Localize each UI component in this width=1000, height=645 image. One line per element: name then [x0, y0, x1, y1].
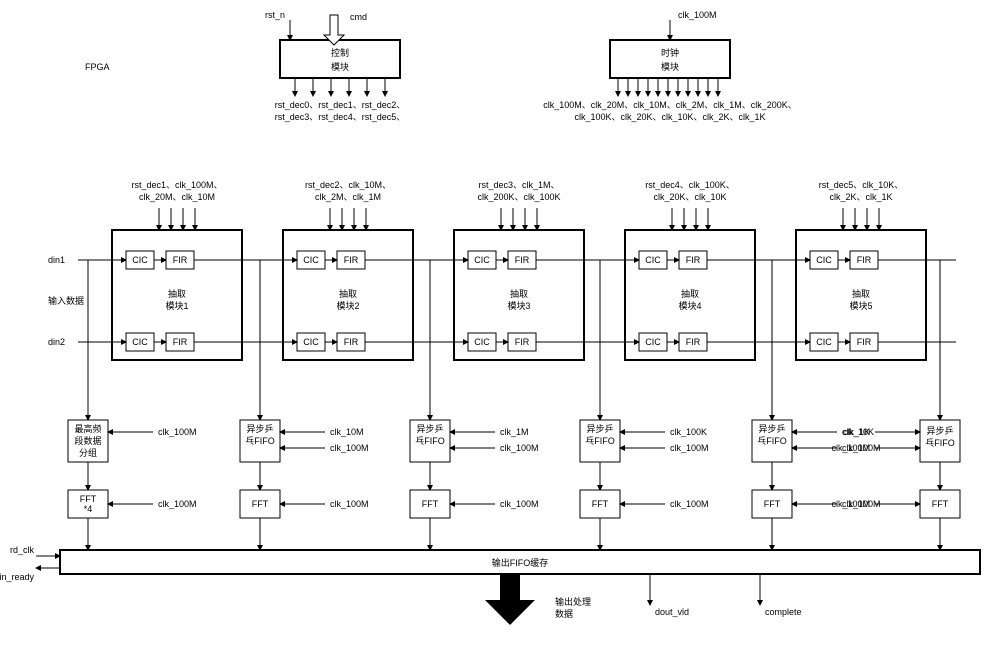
svg-text:clk_100M: clk_100M	[670, 499, 709, 509]
svg-text:CIC: CIC	[645, 337, 661, 347]
svg-text:抽取: 抽取	[168, 288, 186, 299]
svg-text:输入数据: 输入数据	[48, 295, 84, 306]
svg-text:clk_20M、clk_10M: clk_20M、clk_10M	[139, 192, 215, 202]
svg-text:CIC: CIC	[816, 255, 832, 265]
diagram: FPGA 控制模块 rst_n cmd rst_dec0、rst_dec1、rst_de…	[0, 0, 1000, 645]
svg-text:rst_dec0、rst_dec1、rst_dec2、: rst_dec0、rst_dec1、rst_dec2、	[275, 100, 406, 110]
svg-text:rst_dec4、clk_100K、: rst_dec4、clk_100K、	[645, 180, 735, 190]
svg-text:clk_100M: clk_100M	[831, 443, 870, 453]
svg-text:rst_dec5、clk_10K、: rst_dec5、clk_10K、	[819, 180, 904, 190]
svg-text:dout_vld: dout_vld	[655, 607, 689, 617]
svg-text:clk_10M: clk_10M	[330, 427, 364, 437]
svg-text:抽取: 抽取	[510, 288, 528, 299]
svg-text:rst_n: rst_n	[265, 10, 285, 20]
svg-text:din_ready: din_ready	[0, 572, 34, 582]
svg-text:clk_100M、clk_20M、clk_10M、clk_2: clk_100M、clk_20M、clk_10M、clk_2M、clk_1M、c…	[543, 100, 797, 110]
svg-text:cmd: cmd	[350, 12, 367, 22]
svg-text:乓FIFO: 乓FIFO	[415, 435, 445, 446]
svg-text:FFT: FFT	[932, 499, 949, 509]
svg-text:FIR: FIR	[515, 337, 530, 347]
svg-text:rst_dec2、clk_10M、: rst_dec2、clk_10M、	[305, 180, 391, 190]
svg-text:乓FIFO: 乓FIFO	[245, 435, 275, 446]
svg-text:clk_20K、clk_10K: clk_20K、clk_10K	[653, 192, 726, 202]
svg-text:FIR: FIR	[173, 255, 188, 265]
svg-text:CIC: CIC	[303, 255, 319, 265]
svg-text:CIC: CIC	[132, 337, 148, 347]
svg-text:clk_100M: clk_100M	[500, 499, 539, 509]
svg-text:模块1: 模块1	[165, 300, 188, 311]
svg-text:FIR: FIR	[857, 337, 872, 347]
svg-text:控制: 控制	[331, 47, 349, 58]
svg-text:抽取: 抽取	[852, 288, 870, 299]
svg-text:抽取: 抽取	[339, 288, 357, 299]
svg-text:异步乒: 异步乒	[246, 423, 273, 434]
svg-text:FPGA: FPGA	[85, 62, 110, 72]
svg-text:clk_100M: clk_100M	[330, 499, 369, 509]
svg-text:clk_100M: clk_100M	[330, 443, 369, 453]
svg-text:FIR: FIR	[173, 337, 188, 347]
svg-text:最高频: 最高频	[74, 423, 101, 434]
svg-text:FFT: FFT	[592, 499, 609, 509]
svg-text:CIC: CIC	[303, 337, 319, 347]
svg-text:FFT: FFT	[252, 499, 269, 509]
svg-text:din1: din1	[48, 255, 65, 265]
svg-text:分组: 分组	[79, 447, 97, 458]
svg-text:FIR: FIR	[344, 255, 359, 265]
svg-text:FFT: FFT	[422, 499, 439, 509]
svg-text:clk_100M: clk_100M	[670, 443, 709, 453]
svg-text:clk_1M: clk_1M	[500, 427, 529, 437]
svg-text:模块2: 模块2	[336, 300, 359, 311]
svg-text:数据: 数据	[555, 608, 573, 619]
svg-text:模块5: 模块5	[849, 300, 872, 311]
svg-text:clk_100K: clk_100K	[670, 427, 707, 437]
svg-text:FIR: FIR	[515, 255, 530, 265]
svg-text:rd_clk: rd_clk	[10, 545, 35, 555]
svg-text:乓FIFO: 乓FIFO	[757, 435, 787, 446]
svg-text:FFT: FFT	[764, 499, 781, 509]
svg-text:rst_dec1、clk_100M、: rst_dec1、clk_100M、	[131, 180, 222, 190]
svg-text:clk_2K、clk_1K: clk_2K、clk_1K	[829, 192, 892, 202]
svg-text:模块: 模块	[661, 61, 679, 72]
svg-text:输出处理: 输出处理	[555, 596, 591, 607]
svg-text:乓FIFO: 乓FIFO	[585, 435, 615, 446]
svg-text:乓FIFO: 乓FIFO	[925, 437, 955, 448]
svg-text:rst_dec3、rst_dec4、rst_dec5、: rst_dec3、rst_dec4、rst_dec5、	[275, 112, 406, 122]
svg-text:异步乒: 异步乒	[926, 425, 953, 436]
svg-text:clk_100M: clk_100M	[678, 10, 717, 20]
svg-text:din2: din2	[48, 337, 65, 347]
svg-text:rst_dec3、clk_1M、: rst_dec3、clk_1M、	[478, 180, 559, 190]
svg-text:抽取: 抽取	[681, 288, 699, 299]
svg-text:*4: *4	[84, 504, 93, 514]
svg-text:clk_100M: clk_100M	[158, 499, 197, 509]
svg-text:时钟: 时钟	[661, 47, 679, 58]
svg-text:模块3: 模块3	[507, 300, 530, 311]
svg-text:clk_1K: clk_1K	[843, 427, 870, 437]
svg-text:clk_100M: clk_100M	[158, 427, 197, 437]
svg-text:段数据: 段数据	[74, 435, 101, 446]
svg-text:CIC: CIC	[816, 337, 832, 347]
svg-text:异步乒: 异步乒	[416, 423, 443, 434]
svg-text:FFT: FFT	[80, 494, 97, 504]
svg-text:clk_100M: clk_100M	[500, 443, 539, 453]
svg-text:FIR: FIR	[686, 255, 701, 265]
svg-text:clk_100M: clk_100M	[831, 499, 870, 509]
svg-text:CIC: CIC	[474, 255, 490, 265]
svg-text:clk_100K、clk_20K、clk_10K、clk_2: clk_100K、clk_20K、clk_10K、clk_2K、clk_1K	[574, 112, 765, 122]
svg-text:模块4: 模块4	[678, 300, 701, 311]
svg-text:complete: complete	[765, 607, 802, 617]
svg-text:CIC: CIC	[645, 255, 661, 265]
svg-text:CIC: CIC	[132, 255, 148, 265]
svg-text:异步乒: 异步乒	[758, 423, 785, 434]
svg-text:clk_200K、clk_100K: clk_200K、clk_100K	[477, 192, 560, 202]
svg-text:CIC: CIC	[474, 337, 490, 347]
svg-text:输出FIFO缓存: 输出FIFO缓存	[492, 557, 549, 568]
svg-text:FIR: FIR	[686, 337, 701, 347]
svg-text:模块: 模块	[331, 61, 349, 72]
svg-text:FIR: FIR	[344, 337, 359, 347]
svg-text:clk_2M、clk_1M: clk_2M、clk_1M	[315, 192, 381, 202]
svg-text:异步乒: 异步乒	[586, 423, 613, 434]
svg-text:FIR: FIR	[857, 255, 872, 265]
